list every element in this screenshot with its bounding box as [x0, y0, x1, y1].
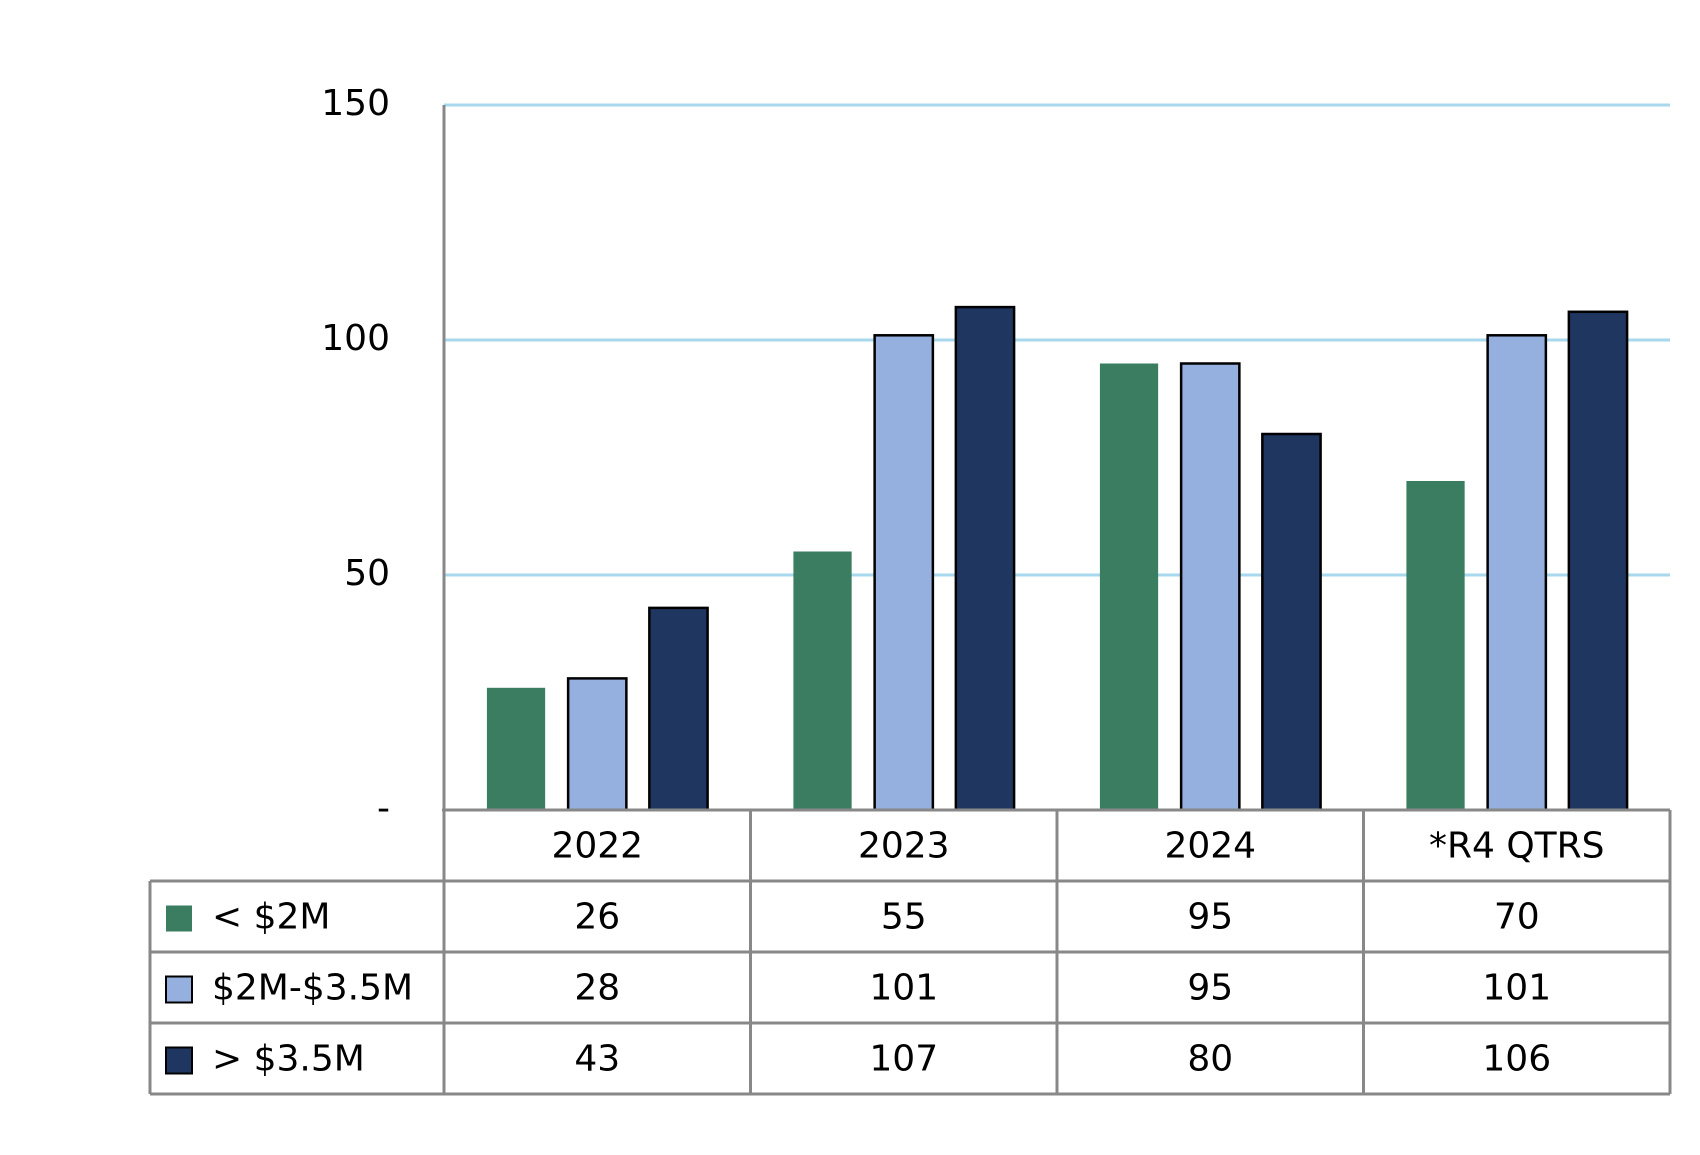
- bar: [486, 687, 546, 810]
- bar: [954, 305, 1016, 812]
- bar: [1567, 310, 1629, 812]
- bar: [1179, 362, 1241, 812]
- legend-swatch: [166, 905, 192, 932]
- table-value: 26: [574, 897, 620, 938]
- y-tick-label: 50: [344, 553, 390, 594]
- bar: [566, 677, 628, 812]
- table-value: 55: [881, 897, 927, 938]
- y-tick-label: -: [377, 788, 390, 829]
- bar: [1099, 363, 1159, 810]
- table-value: 28: [574, 968, 620, 1009]
- table-value: 95: [1187, 968, 1233, 1009]
- legend-label: > $3.5M: [212, 1039, 365, 1080]
- legend-swatch: [165, 1046, 193, 1075]
- bar: [1486, 334, 1548, 812]
- y-tick-label: 100: [321, 318, 390, 359]
- y-tick-label: 150: [321, 83, 390, 124]
- category-label: 2024: [1164, 826, 1256, 867]
- table-value: 80: [1187, 1039, 1233, 1080]
- table-value: 43: [574, 1039, 620, 1080]
- category-label: 2022: [551, 826, 643, 867]
- legend-swatch: [165, 975, 193, 1004]
- table-value: 106: [1482, 1039, 1551, 1080]
- bar: [1261, 432, 1322, 812]
- bar: [873, 334, 935, 812]
- table-value: 95: [1187, 897, 1233, 938]
- category-label: *R4 QTRS: [1429, 826, 1605, 867]
- legend-label: < $2M: [212, 897, 330, 938]
- bar: [648, 606, 709, 812]
- table-value: 101: [1482, 968, 1551, 1009]
- table-value: 107: [869, 1039, 938, 1080]
- bar: [793, 551, 852, 810]
- category-label: 2023: [858, 826, 950, 867]
- table-value: 101: [869, 968, 938, 1009]
- bar: [1406, 481, 1465, 810]
- table-value: 70: [1494, 897, 1540, 938]
- legend-label: $2M-$3.5M: [212, 968, 413, 1009]
